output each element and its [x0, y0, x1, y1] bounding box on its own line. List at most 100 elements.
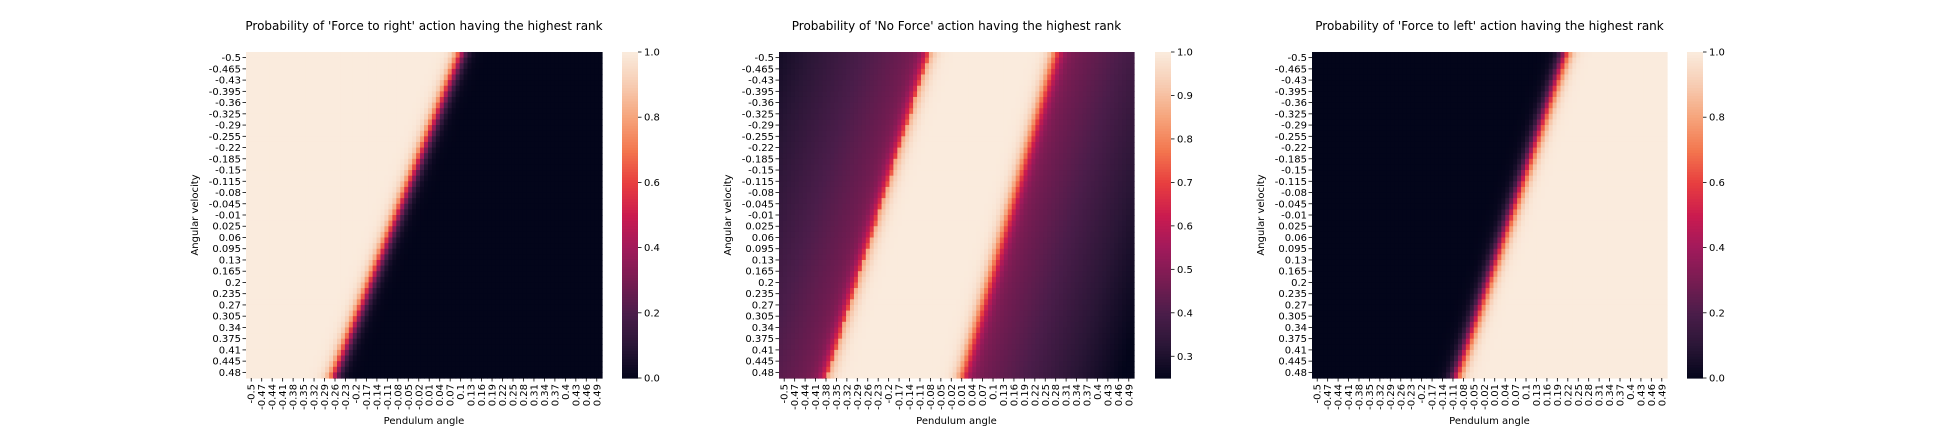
heatmap-cell	[340, 271, 346, 278]
heatmap-cell	[392, 361, 397, 368]
heatmap-cell	[309, 276, 314, 284]
heatmap-cell	[582, 147, 587, 154]
heatmap-cell	[364, 304, 370, 312]
heatmap-cell	[356, 226, 362, 233]
heatmap-cell	[495, 147, 500, 154]
heatmap-cell	[396, 192, 401, 199]
heatmap-cell	[297, 175, 302, 182]
heatmap-cell	[495, 231, 500, 239]
heatmap-cell	[388, 215, 393, 222]
heatmap-cell	[297, 344, 302, 351]
heatmap-cell	[261, 153, 267, 160]
heatmap-cell	[321, 310, 326, 317]
heatmap-cell	[439, 91, 445, 98]
heatmap-cell	[558, 164, 564, 171]
heatmap-cell	[471, 254, 477, 261]
heatmap-cell	[309, 153, 314, 160]
heatmap-cell	[518, 158, 524, 166]
heatmap-cell	[503, 96, 508, 104]
heatmap-cell	[538, 147, 544, 154]
heatmap-cell	[412, 321, 417, 329]
heatmap-cell	[463, 125, 469, 132]
heatmap-cell	[503, 192, 508, 199]
heatmap-cell	[463, 52, 469, 59]
heatmap-cell	[475, 57, 480, 64]
heatmap-cell	[507, 170, 512, 177]
heatmap-cell	[431, 254, 437, 261]
heatmap-cell	[289, 215, 295, 222]
heatmap-cell	[475, 220, 480, 227]
heatmap-cell	[471, 333, 477, 340]
heatmap-cell	[325, 259, 330, 267]
heatmap-cell	[285, 91, 291, 98]
heatmap-cell	[408, 316, 413, 323]
heatmap-cell	[333, 276, 338, 284]
heatmap-cell	[265, 52, 271, 59]
heatmap-cell	[534, 316, 540, 323]
heatmap-cell	[435, 321, 441, 329]
heatmap-cell	[447, 96, 453, 104]
heatmap-cell	[538, 271, 544, 278]
heatmap-cell	[550, 91, 556, 98]
heatmap-cell	[261, 299, 267, 306]
heatmap-cell	[511, 136, 516, 143]
heatmap-cell	[416, 96, 421, 104]
heatmap-cell	[586, 327, 591, 334]
heatmap-cell	[392, 276, 397, 284]
heatmap-cell	[333, 125, 338, 132]
heatmap-cell	[578, 147, 583, 154]
heatmap-cell	[246, 276, 251, 284]
heatmap-cell	[360, 259, 366, 267]
heatmap-cell	[412, 63, 417, 70]
heatmap-cell	[511, 310, 516, 317]
heatmap-cell	[447, 271, 453, 278]
heatmap-cell	[301, 164, 306, 171]
heatmap-cell	[463, 310, 469, 317]
heatmap-cell	[431, 282, 437, 289]
heatmap-cell	[408, 349, 413, 357]
heatmap-cell	[582, 231, 587, 239]
heatmap-cell	[534, 85, 540, 92]
heatmap-cell	[289, 226, 295, 233]
heatmap-cell	[443, 282, 449, 289]
heatmap-cell	[380, 119, 386, 126]
heatmap-cell	[356, 276, 362, 284]
heatmap-cell	[546, 304, 552, 312]
heatmap-cell	[392, 293, 397, 300]
heatmap-cell	[253, 74, 259, 81]
heatmap-cell	[435, 186, 441, 194]
heatmap-cell	[439, 170, 445, 177]
heatmap-cell	[297, 102, 302, 109]
heatmap-cell	[293, 349, 299, 357]
heatmap-cell	[574, 215, 579, 222]
heatmap-cell	[281, 125, 287, 132]
heatmap-cell	[372, 175, 378, 182]
heatmap-cell	[514, 91, 520, 98]
heatmap-cell	[594, 164, 599, 171]
heatmap-cell	[273, 119, 279, 126]
heatmap-cell	[511, 248, 516, 255]
heatmap-cell	[530, 203, 536, 210]
heatmap-cell	[261, 80, 267, 87]
heatmap-cell	[495, 91, 500, 98]
heatmap-cell	[257, 175, 263, 182]
heatmap-cell	[566, 327, 571, 334]
heatmap-cell	[249, 276, 255, 284]
heatmap-cell	[309, 96, 314, 104]
heatmap-cell	[396, 243, 401, 250]
heatmap-cell	[329, 338, 334, 345]
heatmap-cell	[467, 91, 473, 98]
heatmap-cell	[249, 293, 255, 300]
heatmap-cell	[305, 136, 310, 143]
heatmap-cell	[546, 220, 552, 227]
heatmap-cell	[321, 63, 326, 70]
heatmap-cell	[281, 186, 287, 194]
heatmap-cell	[487, 316, 492, 323]
heatmap-cell	[321, 74, 326, 81]
heatmap-cell	[348, 276, 354, 284]
heatmap-cell	[427, 175, 433, 182]
heatmap-cell	[285, 316, 291, 323]
heatmap-cell	[273, 276, 279, 284]
heatmap-cell	[451, 344, 457, 351]
heatmap-cell	[431, 147, 437, 154]
